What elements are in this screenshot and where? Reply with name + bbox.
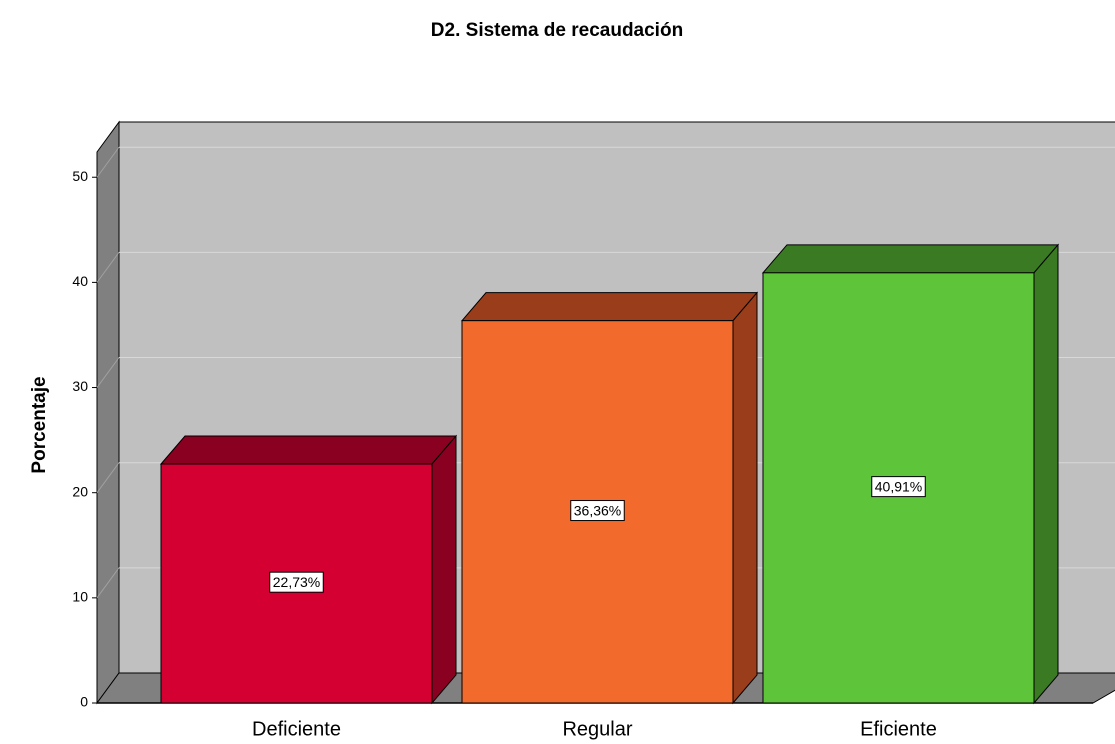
y-tick-label: 40: [72, 273, 88, 289]
x-tick-label: Deficiente: [252, 718, 341, 740]
data-label-box: [570, 500, 625, 522]
data-label-box: [871, 476, 926, 498]
bar-top: [761, 244, 1060, 274]
bar-side: [431, 434, 457, 705]
y-tick-label: 0: [80, 694, 88, 710]
side-wall: [96, 120, 120, 705]
side-grid-line: [96, 357, 120, 388]
side-grid-line: [96, 252, 120, 283]
x-tick-label: Eficiente: [860, 718, 937, 740]
bar-top: [460, 292, 759, 322]
data-label: 22,73%: [273, 574, 320, 590]
side-grid-line: [96, 462, 120, 493]
data-label: 36,36%: [574, 503, 621, 519]
y-tick-label: 30: [72, 378, 88, 394]
chart-title: D2. Sistema de recaudación: [431, 20, 683, 41]
bar-side: [1033, 243, 1059, 705]
data-label: 40,91%: [875, 479, 922, 495]
side-grid-line: [96, 146, 120, 178]
side-grid-line: [96, 567, 120, 599]
x-tick-label: Regular: [562, 718, 632, 740]
y-tick-label: 50: [72, 168, 88, 184]
bar-top: [159, 435, 458, 465]
data-label-box: [269, 571, 324, 593]
y-tick-label: 20: [72, 483, 88, 499]
y-tick-label: 10: [72, 589, 88, 605]
y-axis-label: Porcentaje: [29, 376, 50, 473]
bar-side: [732, 291, 758, 705]
